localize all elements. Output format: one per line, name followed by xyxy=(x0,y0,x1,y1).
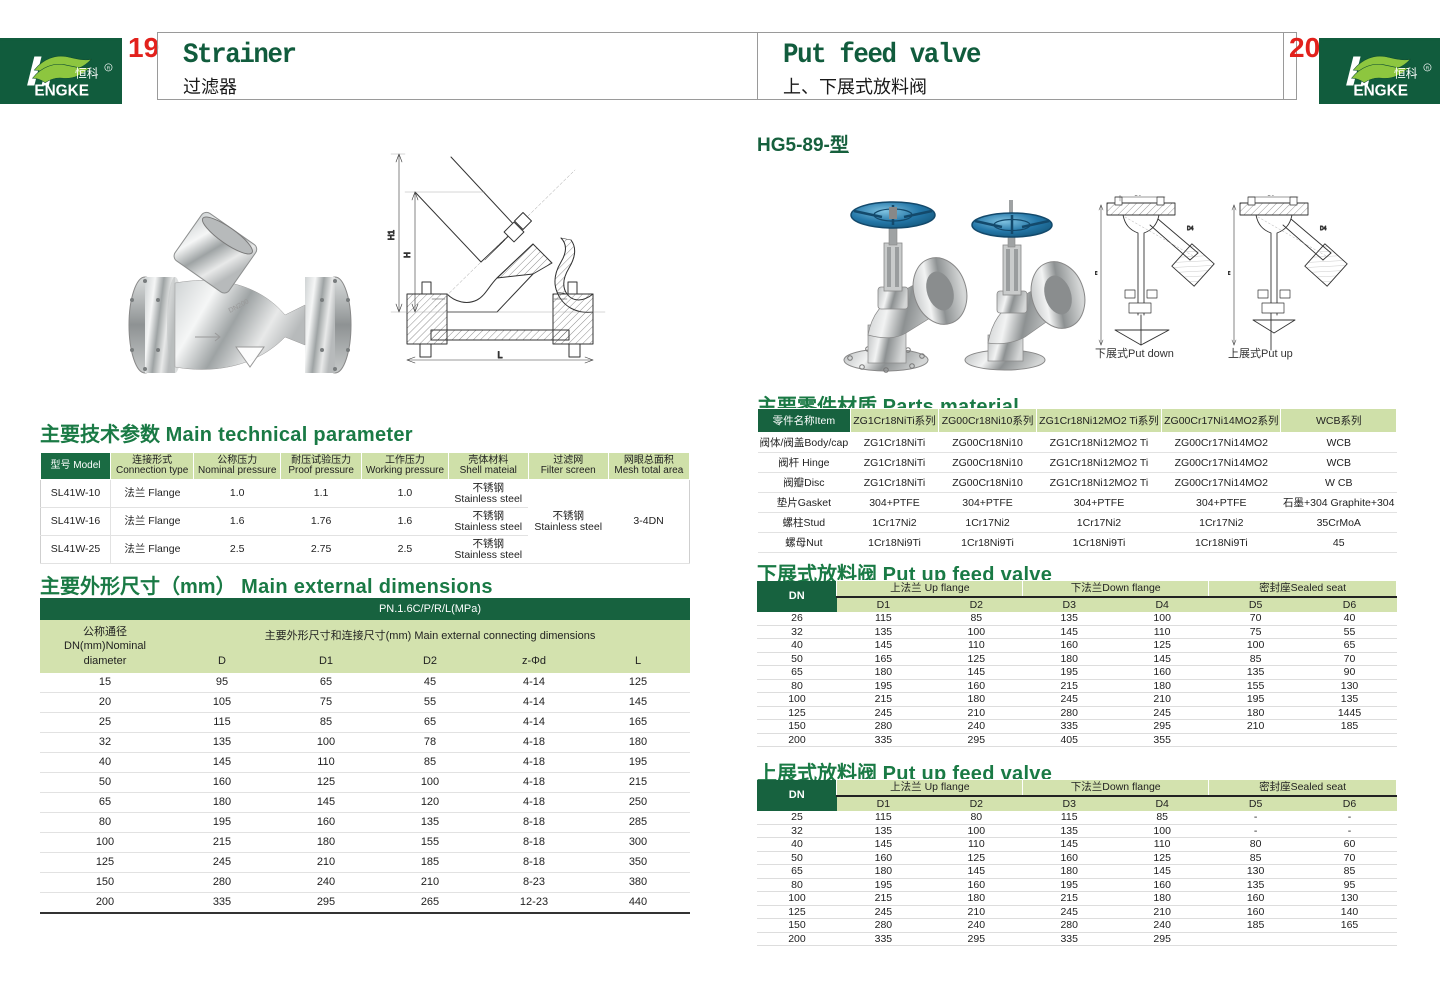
svg-text:H1: H1 xyxy=(387,229,396,240)
svg-text:H: H xyxy=(1228,271,1232,275)
svg-text:ENGKE: ENGKE xyxy=(1353,82,1408,99)
svg-text:恒科: 恒科 xyxy=(75,66,99,80)
svg-text:L: L xyxy=(497,350,502,360)
svg-text:ENGKE: ENGKE xyxy=(34,82,89,99)
svg-text:H: H xyxy=(403,252,412,258)
svg-text:D3: D3 xyxy=(1268,195,1275,197)
svg-text:R: R xyxy=(107,65,111,71)
svg-text:D4: D4 xyxy=(1320,226,1327,232)
svg-text:H: H xyxy=(1095,271,1099,275)
svg-text:D3: D3 xyxy=(1135,195,1142,197)
svg-text:恒科: 恒科 xyxy=(1394,66,1418,80)
svg-text:R: R xyxy=(1426,65,1430,71)
svg-text:D4: D4 xyxy=(1187,226,1194,232)
